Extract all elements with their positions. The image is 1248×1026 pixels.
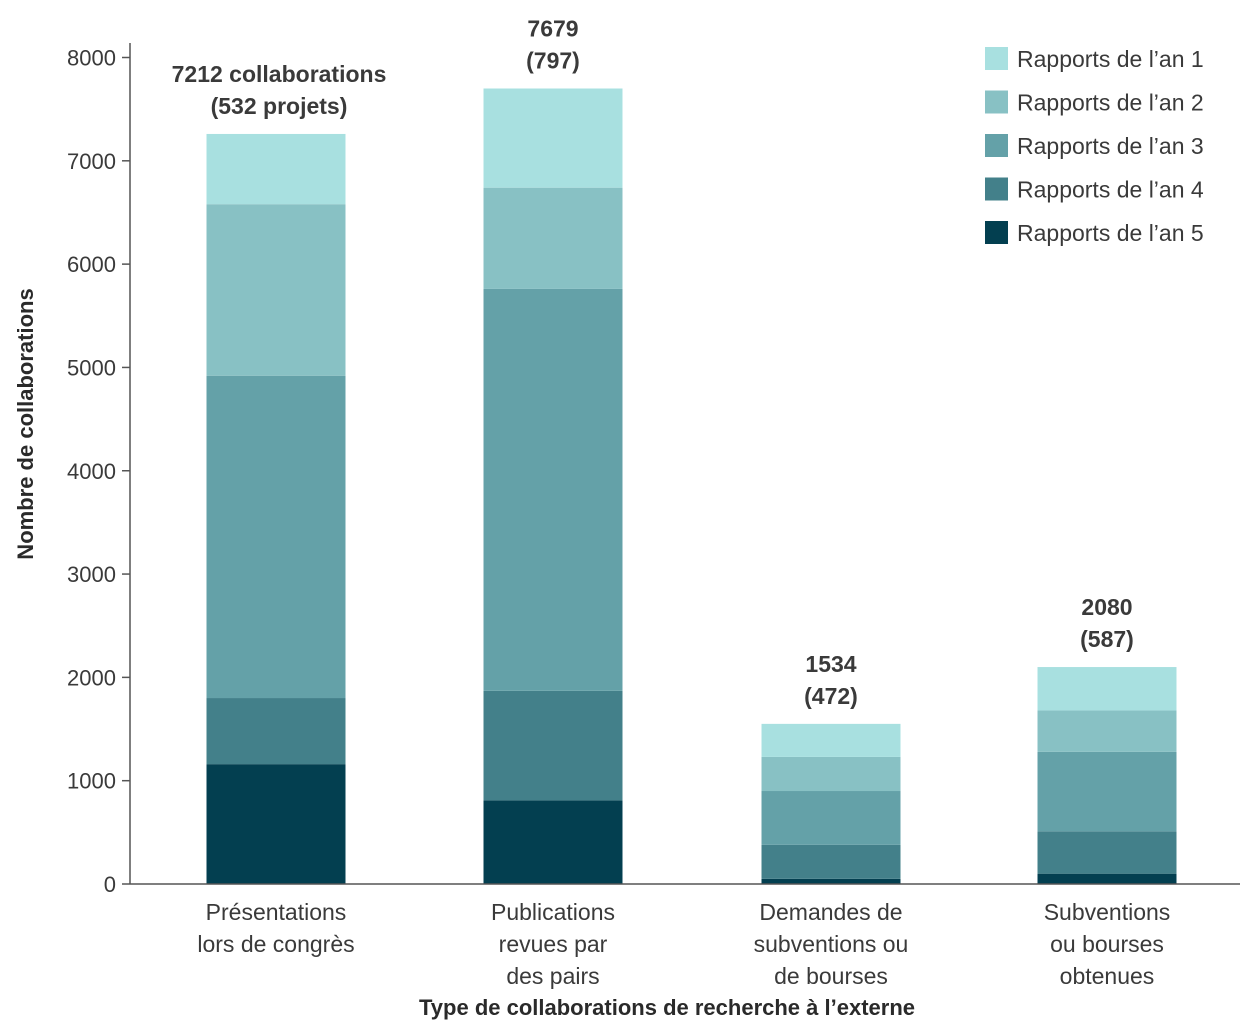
bar-segment-cat3-series0 bbox=[1037, 873, 1177, 884]
x-category-label-0: Présentations lors de congrès bbox=[197, 899, 354, 957]
bar-segment-cat1-series0 bbox=[483, 800, 623, 884]
bar-segment-cat1-series4 bbox=[483, 88, 623, 188]
x-category-label-1-line-1: revues par bbox=[499, 931, 608, 957]
y-tick-label-2000: 2000 bbox=[67, 665, 116, 690]
legend-swatch-0 bbox=[985, 47, 1008, 70]
bar-segment-cat1-series1 bbox=[483, 690, 623, 801]
labels-layer: Présentations lors de congrès Publications… bbox=[13, 15, 1170, 1020]
legend-swatch-1 bbox=[985, 90, 1008, 114]
x-category-label-3-line-1: ou bourses bbox=[1050, 931, 1164, 957]
bar-segment-cat0-series4 bbox=[206, 133, 346, 205]
y-tick-label-8000: 8000 bbox=[67, 46, 116, 71]
y-tick-label-1000: 1000 bbox=[67, 769, 116, 794]
x-category-label-3: Subventions ou bourses obtenues bbox=[1044, 899, 1171, 989]
x-category-label-2-line-2: de bourses bbox=[774, 963, 888, 989]
axes-layer: 0 1000 2000 3000 4000 5000 6000 7000 8000 bbox=[67, 43, 1240, 897]
bar-total-label-1-line-1: (797) bbox=[526, 47, 580, 73]
bar-segment-cat3-series4 bbox=[1037, 667, 1177, 711]
bar-segment-cat0-series2 bbox=[206, 375, 346, 699]
x-category-label-3-line-0: Subventions bbox=[1044, 899, 1171, 925]
bar-total-label-1-line-0: 7679 bbox=[527, 15, 578, 41]
bar-segment-cat2-series3 bbox=[761, 756, 901, 792]
bar-segment-cat0-series0 bbox=[206, 764, 346, 884]
legend-label-1: Rapports de l’an 2 bbox=[1017, 90, 1204, 116]
x-category-label-2-line-1: subventions ou bbox=[754, 931, 909, 957]
legend-swatch-4 bbox=[985, 221, 1008, 244]
legend: Rapports de l’an 1 Rapports de l’an 2 Rapp… bbox=[985, 46, 1204, 246]
bar-segment-cat1-series3 bbox=[483, 187, 623, 289]
bar-segment-cat3-series2 bbox=[1037, 751, 1177, 832]
bar-total-label-0-line-0: 7212 collaborations bbox=[172, 61, 387, 87]
bar-total-label-3-line-1: (587) bbox=[1080, 626, 1134, 652]
y-tick-label-4000: 4000 bbox=[67, 459, 116, 484]
bar-total-label-2-line-1: (472) bbox=[804, 683, 858, 709]
y-tick-label-0: 0 bbox=[104, 872, 116, 897]
y-tick-label-5000: 5000 bbox=[67, 355, 116, 380]
bar-segment-cat3-series3 bbox=[1037, 710, 1177, 752]
bar-total-label-2-line-0: 1534 bbox=[805, 651, 856, 677]
x-category-label-1-line-2: des pairs bbox=[506, 963, 599, 989]
x-category-label-2-line-0: Demandes de bbox=[759, 899, 902, 925]
x-category-label-1-line-0: Publications bbox=[491, 899, 615, 925]
y-tick-label-6000: 6000 bbox=[67, 252, 116, 277]
legend-label-2: Rapports de l’an 3 bbox=[1017, 133, 1204, 159]
bar-segment-cat2-series2 bbox=[761, 791, 901, 845]
legend-swatch-3 bbox=[985, 177, 1008, 201]
bar-segment-cat2-series4 bbox=[761, 723, 901, 757]
y-axis-title: Nombre de collaborations bbox=[13, 288, 38, 559]
x-axis-title: Type de collaborations de recherche à l’… bbox=[419, 995, 915, 1020]
bar-segment-cat2-series0 bbox=[761, 878, 901, 884]
legend-label-0: Rapports de l’an 1 bbox=[1017, 46, 1204, 72]
bar-segment-cat0-series1 bbox=[206, 698, 346, 765]
bar-total-label-0: 7212 collaborations (532 projets) bbox=[172, 61, 387, 119]
bar-segment-cat0-series3 bbox=[206, 204, 346, 376]
bars-layer bbox=[206, 88, 1177, 884]
y-tick-label-7000: 7000 bbox=[67, 149, 116, 174]
x-category-label-2: Demandes de subventions ou de bourses bbox=[754, 899, 909, 989]
y-tick-label-3000: 3000 bbox=[67, 562, 116, 587]
x-category-label-1: Publications revues par des pairs bbox=[491, 899, 615, 989]
legend-label-4: Rapports de l’an 5 bbox=[1017, 220, 1204, 246]
bar-segment-cat1-series2 bbox=[483, 288, 623, 691]
x-category-label-0-line-0: Présentations bbox=[206, 899, 347, 925]
bar-total-label-0-line-1: (532 projets) bbox=[211, 93, 348, 119]
bar-total-label-2: 1534 (472) bbox=[804, 651, 858, 709]
legend-swatch-2 bbox=[985, 134, 1008, 157]
bar-total-label-3: 2080 (587) bbox=[1080, 594, 1134, 652]
bar-total-label-1: 7679 (797) bbox=[526, 15, 580, 73]
bar-segment-cat2-series1 bbox=[761, 844, 901, 879]
x-category-label-3-line-2: obtenues bbox=[1060, 963, 1155, 989]
legend-label-3: Rapports de l’an 4 bbox=[1017, 177, 1204, 203]
bar-segment-cat3-series1 bbox=[1037, 831, 1177, 874]
x-category-label-0-line-1: lors de congrès bbox=[197, 931, 354, 957]
bar-total-label-3-line-0: 2080 bbox=[1081, 594, 1132, 620]
